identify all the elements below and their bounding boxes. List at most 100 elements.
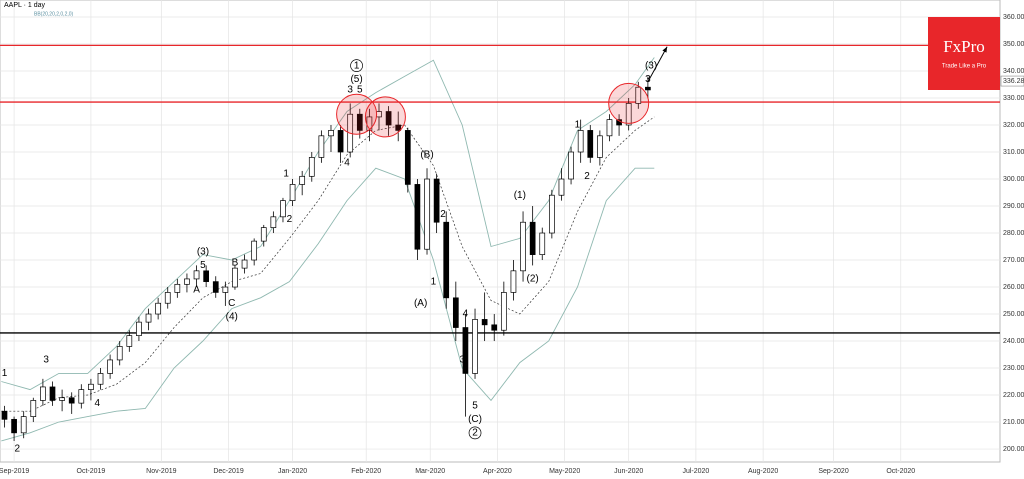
candle-body bbox=[30, 400, 37, 417]
candle-body bbox=[597, 135, 603, 158]
plot-frame bbox=[0, 0, 1001, 463]
candle-body bbox=[97, 373, 104, 385]
highlight-circle bbox=[608, 82, 650, 124]
wave-label: 3 bbox=[645, 74, 651, 85]
candle-body bbox=[539, 232, 546, 255]
candle-body bbox=[424, 178, 430, 250]
candle-body bbox=[126, 335, 133, 347]
wave-label: 5 bbox=[472, 400, 478, 411]
x-tick-label: Sep-2020 bbox=[818, 468, 848, 475]
y-tick-label: 260.00 bbox=[1003, 284, 1024, 291]
wave-circle bbox=[350, 59, 363, 72]
y-tick-label: 320.00 bbox=[1003, 122, 1024, 129]
candle-body bbox=[241, 259, 248, 269]
x-tick-label: Sep-2019 bbox=[0, 468, 29, 475]
wave-label: (C) bbox=[468, 414, 482, 425]
candle-body bbox=[308, 157, 315, 177]
candle-body bbox=[193, 270, 200, 280]
candle-body bbox=[59, 397, 65, 401]
y-tick-label: 300.00 bbox=[1003, 176, 1024, 183]
wave-label: (B) bbox=[420, 149, 433, 160]
candle-body bbox=[328, 130, 334, 137]
candle-body bbox=[549, 194, 555, 234]
wave-label: (5) bbox=[350, 74, 362, 85]
bollinger-lower bbox=[1, 167, 655, 442]
candle-body bbox=[280, 200, 286, 218]
wave-label: 5 bbox=[357, 85, 363, 96]
y-tick-label: 330.00 bbox=[1003, 95, 1024, 102]
x-tick-label: Jun-2020 bbox=[614, 468, 643, 475]
candle-body bbox=[212, 281, 219, 293]
x-tick-label: Jul-2020 bbox=[682, 468, 709, 475]
x-tick-label: Feb-2020 bbox=[351, 468, 381, 475]
y-tick-label: 270.00 bbox=[1003, 257, 1024, 264]
candle-body bbox=[443, 221, 450, 299]
highlight-circle bbox=[364, 96, 406, 138]
target-arrow bbox=[647, 46, 668, 83]
candle-body bbox=[481, 319, 488, 326]
wave-label: (3) bbox=[197, 247, 209, 258]
wave-label: 4 bbox=[463, 309, 469, 320]
wave-label: 3 bbox=[347, 85, 353, 96]
candle-body bbox=[270, 216, 277, 228]
x-tick-label: Nov-2019 bbox=[146, 468, 176, 475]
wave-label: 4 bbox=[95, 398, 101, 409]
candle-body bbox=[116, 346, 123, 361]
candle-body bbox=[645, 86, 651, 91]
brand-logo bbox=[928, 17, 1000, 90]
candle-body bbox=[625, 103, 632, 126]
candle-body bbox=[414, 184, 421, 250]
candle-body bbox=[500, 292, 507, 331]
candle-body bbox=[136, 321, 142, 336]
y-tick-label: 350.00 bbox=[1003, 41, 1024, 48]
x-tick-label: Oct-2020 bbox=[886, 468, 915, 475]
candle-body bbox=[49, 386, 56, 401]
y-tick-label: 360.00 bbox=[1003, 14, 1024, 21]
y-tick-label: 220.00 bbox=[1003, 392, 1024, 399]
wave-label: 1 bbox=[575, 120, 581, 131]
candle-body bbox=[558, 178, 565, 196]
candle-body bbox=[318, 135, 325, 158]
y-tick-label: 310.00 bbox=[1003, 149, 1024, 156]
candle-body bbox=[155, 302, 161, 315]
brand-name: FxPro bbox=[943, 37, 985, 56]
wave-label: 1 bbox=[283, 168, 289, 179]
candle-body bbox=[433, 178, 440, 223]
candle-body bbox=[203, 270, 209, 282]
wave-label: B bbox=[232, 257, 239, 268]
chart-title: AAPL · 1 day bbox=[4, 2, 45, 9]
brand-tagline: Trade Like a Pro bbox=[942, 64, 987, 70]
wave-label: 1 bbox=[2, 368, 8, 379]
x-tick-label: Aug-2020 bbox=[748, 468, 778, 475]
candle-body bbox=[11, 418, 17, 434]
y-tick-label: 340.00 bbox=[1003, 68, 1024, 75]
y-tick-label: 290.00 bbox=[1003, 203, 1024, 210]
candle-body bbox=[568, 151, 574, 180]
wave-label: (3) bbox=[645, 60, 657, 71]
candle-body bbox=[395, 124, 402, 131]
last-price-label: 336.28 bbox=[1003, 78, 1024, 85]
wave-label: C bbox=[228, 298, 235, 309]
wave-label: (2) bbox=[527, 274, 539, 285]
bollinger-middle bbox=[1, 116, 655, 412]
candle-body bbox=[299, 175, 306, 185]
candle-body bbox=[385, 111, 392, 126]
arrow-head bbox=[662, 46, 668, 53]
wave-label: 1 bbox=[354, 60, 360, 71]
candle-body bbox=[222, 286, 229, 293]
wave-label: (A) bbox=[414, 298, 427, 309]
candle-body bbox=[68, 397, 75, 404]
y-tick-label: 200.00 bbox=[1003, 446, 1024, 453]
x-tick-label: Dec-2019 bbox=[213, 468, 243, 475]
wave-label: (1) bbox=[514, 190, 526, 201]
candle-body bbox=[145, 313, 152, 323]
candle-body bbox=[88, 383, 94, 390]
candle-body bbox=[260, 227, 267, 242]
wave-label: 4 bbox=[344, 157, 350, 168]
x-tick-label: Jan-2020 bbox=[278, 468, 307, 475]
candle-body bbox=[356, 113, 363, 131]
candle-body bbox=[520, 221, 526, 272]
candle-body bbox=[164, 292, 171, 304]
candle-body bbox=[606, 119, 613, 137]
